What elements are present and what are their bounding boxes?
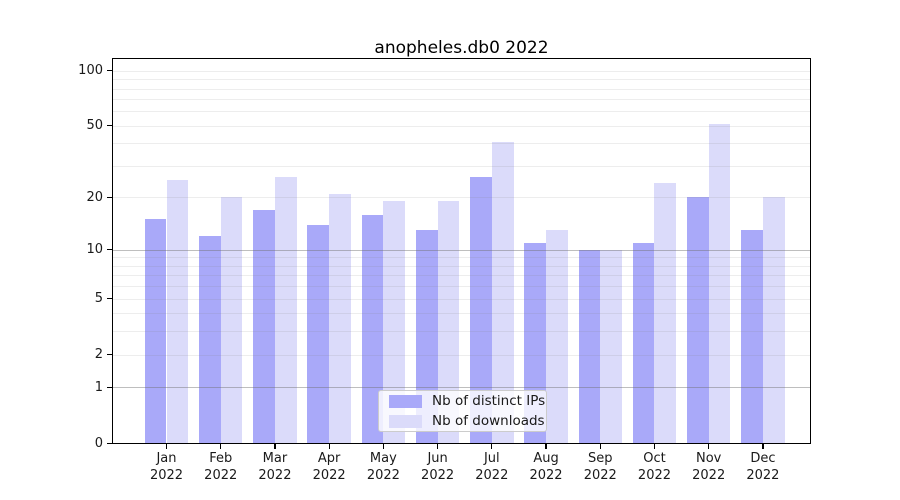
gridline-minor — [113, 70, 810, 72]
gridline-minor — [113, 275, 810, 277]
bar-downloads — [274, 177, 297, 444]
bar-downloads — [220, 197, 243, 444]
gridline-minor — [113, 298, 810, 300]
bar-downloads — [383, 201, 406, 444]
gridline-minor — [113, 313, 810, 315]
gridline-minor — [113, 257, 810, 259]
x-axis-tick-label: Aug 2022 — [529, 451, 563, 483]
x-axis-tick — [599, 444, 601, 450]
legend-label-distinct-ips: Nb of distinct IPs — [432, 393, 546, 409]
x-axis-tick — [708, 444, 710, 450]
gridline-minor — [113, 125, 810, 127]
gridline-minor — [113, 331, 810, 333]
y-axis-tick-label: 0 — [94, 435, 103, 451]
gridline-major — [113, 249, 810, 251]
y-axis-tick-label: 10 — [86, 242, 103, 258]
legend-swatch-distinct-ips — [389, 394, 422, 408]
gridline-minor — [113, 99, 810, 101]
x-axis-tick-label: Jan 2022 — [149, 451, 184, 483]
gridline-minor — [113, 143, 810, 145]
y-axis-tick-label: 5 — [94, 291, 103, 307]
bar-downloads — [491, 141, 514, 444]
y-axis-tick — [107, 196, 112, 199]
x-axis-tick — [545, 444, 547, 450]
y-axis-tick-label: 2 — [94, 347, 103, 363]
gridline-major — [113, 387, 810, 389]
y-axis-tick — [107, 125, 112, 127]
bar-distinct-ips — [632, 242, 655, 444]
x-axis-tick-label: Dec 2022 — [746, 451, 780, 483]
bar-distinct-ips — [741, 230, 763, 444]
legend-entry-downloads: Nb of downloads — [389, 414, 546, 428]
x-axis-tick-label: Jun 2022 — [421, 451, 455, 483]
x-axis-tick — [220, 444, 222, 450]
x-axis-tick — [382, 444, 384, 450]
x-axis-tick — [653, 444, 656, 450]
gridline-minor — [113, 88, 810, 90]
legend-swatch-downloads — [389, 414, 422, 428]
x-axis-tick — [328, 444, 330, 450]
gridline-minor — [113, 111, 810, 113]
bar-distinct-ips — [578, 249, 601, 444]
plot-area — [112, 58, 811, 444]
y-axis-tick-label: 20 — [86, 189, 103, 205]
y-axis-tick-label: 100 — [78, 63, 103, 79]
legend-label-downloads: Nb of downloads — [432, 413, 545, 429]
bar-distinct-ips — [687, 197, 709, 444]
x-axis-tick — [762, 444, 764, 450]
y-axis-tick — [107, 249, 112, 251]
bar-downloads — [546, 230, 568, 444]
x-axis-tick-label: Nov 2022 — [692, 451, 726, 483]
x-axis-tick-label: Jul 2022 — [475, 451, 509, 483]
y-axis-tick-label: 1 — [94, 379, 103, 395]
x-axis-tick — [491, 444, 493, 450]
y-axis-tick — [107, 70, 112, 72]
bar-distinct-ips — [470, 177, 492, 444]
bar-distinct-ips — [253, 209, 275, 444]
chart-title: anopheles.db0 2022 — [374, 38, 549, 58]
bar-downloads — [166, 180, 189, 444]
x-axis-tick — [274, 444, 276, 450]
bar-distinct-ips — [307, 224, 330, 444]
bar-downloads — [708, 124, 731, 444]
y-axis-tick — [107, 442, 112, 444]
x-axis-tick-label: Apr 2022 — [312, 451, 346, 483]
bar-downloads — [654, 183, 677, 444]
legend-entry-distinct-ips: Nb of distinct IPs — [389, 394, 546, 408]
gridline-minor — [113, 79, 810, 81]
bar-distinct-ips — [361, 214, 384, 444]
bar-distinct-ips — [144, 219, 167, 444]
bar-downloads — [437, 201, 460, 444]
bar-downloads — [600, 249, 622, 444]
gridline-minor — [113, 354, 810, 356]
x-axis-tick — [165, 444, 168, 450]
y-axis-tick-label: 50 — [86, 118, 103, 134]
bar-downloads — [329, 193, 351, 444]
x-axis-tick — [437, 444, 439, 450]
gridline-minor — [113, 166, 810, 168]
x-axis-tick-label: Feb 2022 — [204, 451, 238, 483]
x-axis-tick-label: Mar 2022 — [258, 451, 292, 483]
gridline-minor — [113, 286, 810, 288]
legend: Nb of distinct IPs Nb of downloads — [378, 390, 547, 432]
y-axis-tick — [107, 386, 112, 388]
y-axis-tick — [107, 298, 112, 300]
bar-distinct-ips — [199, 236, 221, 444]
gridline-minor — [113, 265, 810, 267]
x-axis-tick-label: May 2022 — [366, 451, 400, 483]
x-axis-tick-label: Sep 2022 — [583, 451, 617, 483]
x-axis-tick-label: Oct 2022 — [637, 451, 672, 483]
gridline-minor — [113, 197, 810, 199]
bar-downloads — [762, 197, 785, 444]
y-axis-tick — [107, 354, 112, 356]
